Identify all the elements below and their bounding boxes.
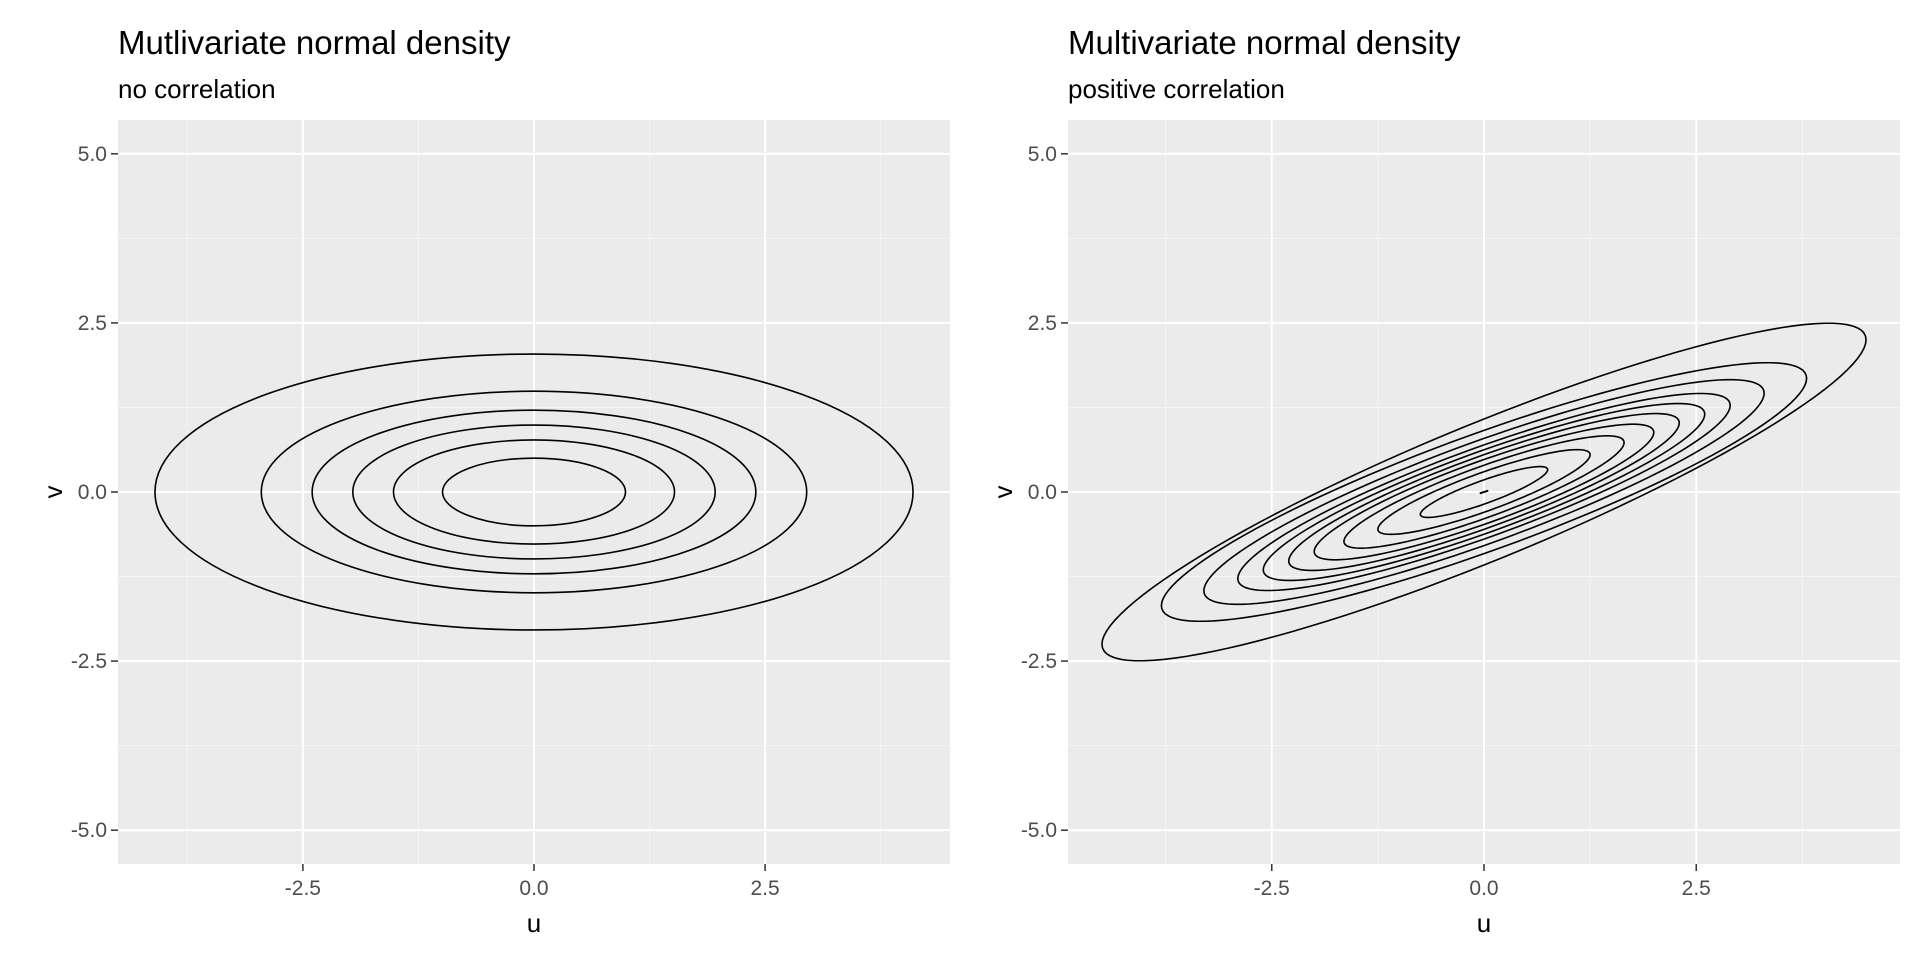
contour-line bbox=[311, 409, 757, 575]
contour-line bbox=[1203, 378, 1765, 606]
y-tick-label: 0.0 bbox=[78, 481, 107, 504]
contour-line bbox=[352, 424, 716, 560]
contour-line bbox=[1236, 392, 1732, 592]
contour-lines bbox=[154, 353, 914, 631]
x-tick-label: 2.5 bbox=[751, 877, 780, 900]
contour-line bbox=[1377, 448, 1591, 536]
chart-subtitle: positive correlation bbox=[1068, 74, 1285, 104]
y-tick-label: 2.5 bbox=[1028, 312, 1057, 335]
x-axis-title: u bbox=[1477, 908, 1491, 938]
x-tick-label: 2.5 bbox=[1682, 877, 1711, 900]
x-axis-title: u bbox=[527, 908, 541, 938]
panel-positive-correlation: Multivariate normal density positive cor… bbox=[950, 0, 1910, 960]
contour-plot: -5.0 -2.5 0.0 2.5 5.0 -2.5 0.0 2.5 u v bbox=[38, 120, 950, 938]
y-tick-label: 5.0 bbox=[78, 143, 107, 166]
y-axis-title: v bbox=[988, 486, 1018, 499]
y-axis-title: v bbox=[38, 486, 68, 499]
chart-subtitle: no correlation bbox=[118, 74, 276, 104]
contour-line bbox=[1419, 465, 1549, 519]
x-tick-label: 0.0 bbox=[519, 877, 548, 900]
x-tick-label: -2.5 bbox=[1254, 877, 1290, 900]
y-tick-label: -5.0 bbox=[71, 819, 107, 842]
contour-line bbox=[441, 457, 627, 527]
contour-line bbox=[154, 353, 914, 631]
y-tick-label: 2.5 bbox=[78, 312, 107, 335]
y-tick-label: -2.5 bbox=[71, 650, 107, 673]
contour-line bbox=[260, 390, 808, 594]
x-tick-label: -2.5 bbox=[285, 877, 321, 900]
contour-line bbox=[1160, 361, 1808, 623]
contour-line bbox=[1262, 402, 1706, 582]
y-tick-label: 0.0 bbox=[1028, 481, 1057, 504]
contour-line bbox=[1101, 322, 1867, 662]
contour-line bbox=[1343, 435, 1625, 549]
x-tick-label: 0.0 bbox=[1469, 877, 1498, 900]
panel-no-correlation: Mutlivariate normal density no correlati… bbox=[38, 24, 950, 938]
chart-title: Mutlivariate normal density bbox=[118, 24, 511, 61]
y-tick-label: -2.5 bbox=[1021, 650, 1057, 673]
y-tick-label: 5.0 bbox=[1028, 143, 1057, 166]
contour-plot: -5.0 -2.5 0.0 2.5 5.0 -2.5 0.0 2.5 u v bbox=[988, 120, 1900, 938]
y-tick-label: -5.0 bbox=[1021, 819, 1057, 842]
contour-line bbox=[1313, 423, 1655, 561]
contour-line bbox=[1479, 489, 1489, 495]
contour-line bbox=[392, 439, 676, 545]
chart-title: Multivariate normal density bbox=[1068, 24, 1461, 61]
contour-line bbox=[1287, 412, 1681, 572]
contour-lines bbox=[1101, 322, 1867, 662]
